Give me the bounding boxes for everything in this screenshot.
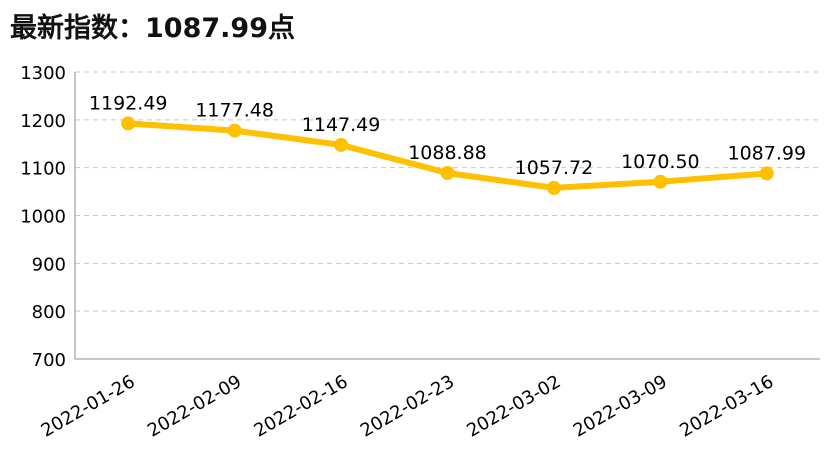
y-tick-label: 1300 <box>20 63 66 84</box>
x-tick-label: 2022-03-16 <box>676 371 777 441</box>
x-tick-label: 2022-02-23 <box>357 371 458 441</box>
x-tick-label: 2022-02-16 <box>250 371 351 441</box>
x-tick-label: 2022-03-09 <box>570 371 671 441</box>
y-tick-label: 800 <box>32 302 66 323</box>
x-tick-label: 2022-02-09 <box>144 371 245 441</box>
y-tick-label: 900 <box>32 254 66 275</box>
y-tick-label: 1000 <box>20 207 66 228</box>
axes <box>74 72 820 360</box>
data-label: 1057.72 <box>515 157 594 179</box>
y-tick-label: 1200 <box>20 111 66 132</box>
y-axis-ticks: 700 800 900 1000 1100 1200 1300 <box>20 63 66 371</box>
data-point <box>653 174 668 189</box>
chart-title: 最新指数：1087.99点 <box>10 13 295 44</box>
y-tick-label: 1100 <box>20 159 66 180</box>
data-label: 1147.49 <box>302 114 381 136</box>
x-tick-label: 2022-01-26 <box>38 371 139 441</box>
data-point <box>440 165 455 180</box>
data-label: 1192.49 <box>89 92 168 114</box>
data-point <box>546 180 561 195</box>
data-labels: 1192.49 1177.48 1147.49 1088.88 1057.72 1070.… <box>89 92 806 178</box>
series-layer <box>121 116 774 195</box>
data-label: 1177.48 <box>195 100 274 122</box>
y-tick-label: 700 <box>32 350 66 371</box>
data-point <box>334 137 349 152</box>
data-point <box>227 123 242 138</box>
data-point <box>759 166 774 181</box>
data-point <box>121 116 136 131</box>
x-tick-label: 2022-03-02 <box>463 371 564 441</box>
x-axis-ticks: 2022-01-26 2022-02-09 2022-02-16 2022-02-23… <box>38 371 778 441</box>
data-label: 1087.99 <box>727 142 806 164</box>
grid-lines <box>75 71 820 312</box>
data-label: 1070.50 <box>621 151 700 173</box>
data-label: 1088.88 <box>408 142 487 164</box>
